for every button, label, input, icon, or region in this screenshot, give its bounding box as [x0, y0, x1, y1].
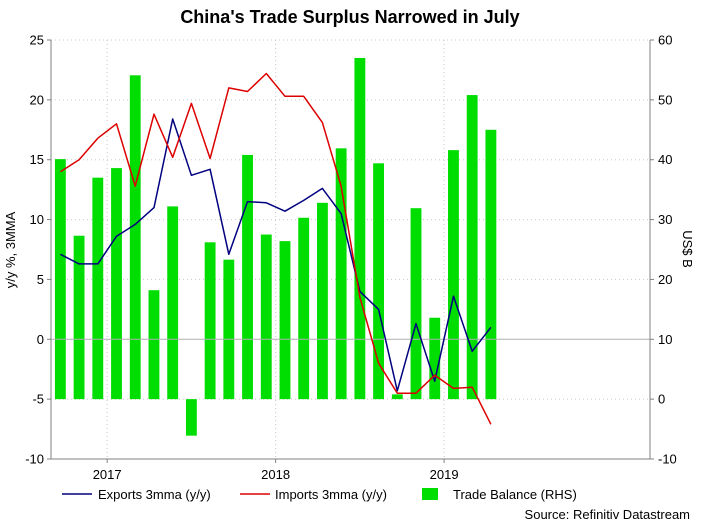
trade-balance-bar [204, 242, 216, 400]
y-tick-label-right: 60 [658, 33, 672, 48]
y-tick-label-left: 20 [30, 92, 44, 107]
trade-balance-bar [298, 217, 310, 400]
y-tick-label-left: -10 [25, 452, 44, 467]
x-tick-label: 2018 [261, 467, 290, 482]
y-tick-label-right: 0 [658, 392, 665, 407]
x-tick-label: 2017 [93, 467, 122, 482]
y-tick-label-right: 40 [658, 152, 672, 167]
legend: Exports 3mma (y/y) Imports 3mma (y/y) Tr… [62, 487, 577, 502]
trade-balance-bar [185, 399, 197, 436]
trade-balance-bar [410, 208, 422, 400]
exports-line [60, 118, 492, 392]
legend-trade-balance-label: Trade Balance (RHS) [453, 487, 577, 502]
y-tick-label-left: 15 [30, 152, 44, 167]
trade-balance-bar [316, 202, 328, 400]
y-tick-label-right: 10 [658, 332, 672, 347]
trade-balance-bar [129, 75, 141, 400]
y-tick-label-right: 20 [658, 272, 672, 287]
trade-balance-bar [223, 259, 235, 400]
y-tick-label-left: 5 [37, 272, 44, 287]
legend-exports-label: Exports 3mma (y/y) [98, 487, 211, 502]
trade-balance-bar [73, 235, 85, 400]
y-axis-right-label: US$ B [680, 230, 695, 268]
trade-balance-bar [148, 290, 160, 400]
y-tick-label-right: 50 [658, 92, 672, 107]
x-tick-label: 2019 [430, 467, 459, 482]
y-tick-label-right: -10 [658, 452, 677, 467]
trade-balance-bar [54, 159, 66, 400]
source-note: Source: Refinitiv Datastream [525, 507, 690, 522]
right-tick-labels: 60 50 40 30 20 10 0 -10 [650, 33, 677, 467]
trade-balance-bar [242, 154, 253, 400]
trade-balance-bar [429, 317, 441, 400]
y-tick-label-left: 10 [30, 212, 44, 227]
left-tick-labels: 25 20 15 10 5 0 -5 -10 [25, 33, 51, 467]
imports-line [59, 72, 492, 425]
lines-group [59, 72, 492, 425]
trade-balance-bar [111, 168, 122, 400]
bars-group [54, 57, 497, 436]
trade-balance-bar [354, 57, 366, 400]
trade-balance-bar [485, 129, 497, 400]
trade-balance-bar [391, 394, 403, 400]
legend-trade-balance-swatch [422, 488, 438, 500]
y-tick-label-left: -5 [32, 392, 44, 407]
chart-title: China's Trade Surplus Narrowed in July [180, 7, 519, 27]
trade-balance-bar [373, 163, 385, 400]
y-tick-label-left: 0 [37, 332, 44, 347]
x-tick-labels: 2017 2018 2019 [93, 459, 459, 482]
axes-group [50, 40, 651, 460]
trade-balance-bar [466, 95, 478, 400]
trade-balance-bar [335, 148, 347, 400]
trade-balance-bar [448, 150, 459, 400]
y-tick-label-right: 30 [658, 212, 672, 227]
y-tick-label-left: 25 [30, 33, 44, 48]
trade-balance-bar [92, 177, 104, 400]
trade-balance-bar [167, 206, 179, 400]
trade-balance-bar [279, 241, 291, 400]
trade-balance-bar [260, 234, 272, 400]
legend-imports-label: Imports 3mma (y/y) [275, 487, 387, 502]
y-axis-left-label: y/y %, 3MMA [3, 211, 18, 288]
